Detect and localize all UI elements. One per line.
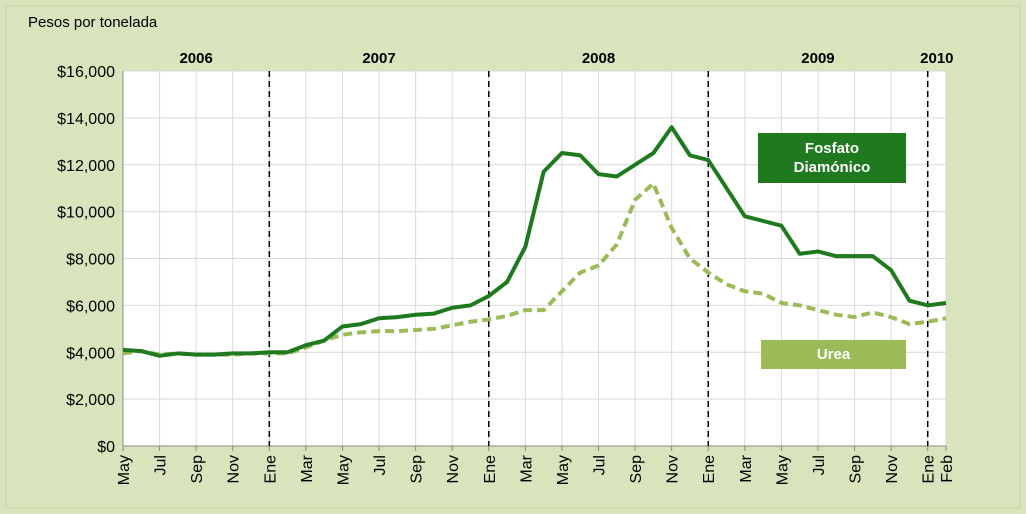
y-tick-label: $6,000 xyxy=(66,298,115,315)
y-tick-label: $10,000 xyxy=(57,205,115,222)
x-tick-label: Jul xyxy=(372,455,389,475)
x-tick-label: Sep xyxy=(628,455,645,484)
x-tick-label: May xyxy=(335,455,352,485)
series-line xyxy=(122,125,947,358)
x-tick-label: Mar xyxy=(518,454,535,482)
x-tick-label: Jul xyxy=(592,455,609,475)
year-label: 2010 xyxy=(920,50,953,67)
x-tick-label: Sep xyxy=(189,455,206,484)
series-line xyxy=(122,181,947,357)
x-tick-label: Ene xyxy=(701,455,718,484)
year-label: 2006 xyxy=(179,50,212,67)
y-tick-label: $2,000 xyxy=(66,392,115,409)
axis-title: Pesos por tonelada xyxy=(28,14,158,31)
y-tick-label: $14,000 xyxy=(57,111,115,128)
x-tick-label: Nov xyxy=(884,455,901,483)
x-tick-label: Mar xyxy=(738,454,755,482)
legend-entry: Fosfato Diamónico xyxy=(758,133,906,183)
x-tick-label: Jul xyxy=(153,455,170,475)
x-tick-label: Jul xyxy=(811,455,828,475)
x-tick-label: Sep xyxy=(848,455,865,484)
year-label: 2009 xyxy=(801,50,834,67)
y-tick-label: $12,000 xyxy=(57,158,115,175)
x-tick-label: Ene xyxy=(482,455,499,484)
year-label: 2007 xyxy=(362,50,395,67)
y-tick-label: $0 xyxy=(97,439,115,456)
x-tick-label: Nov xyxy=(665,455,682,483)
y-tick-label: $4,000 xyxy=(66,345,115,362)
x-tick-label: May xyxy=(555,455,572,485)
x-tick-label: Nov xyxy=(445,455,462,483)
frame xyxy=(5,5,1021,509)
x-tick-label: May xyxy=(116,455,133,485)
x-tick-label: May xyxy=(774,455,791,485)
y-tick-label: $8,000 xyxy=(66,252,115,269)
legend-entry: Urea xyxy=(761,340,906,369)
x-tick-label: Sep xyxy=(409,455,426,484)
x-tick-label: Mar xyxy=(299,454,316,482)
year-label: 2008 xyxy=(582,50,615,67)
x-tick-label: Ene xyxy=(262,455,279,484)
y-tick-label: $16,000 xyxy=(57,64,115,81)
x-tick-label: Ene xyxy=(921,455,938,484)
x-tick-label: Nov xyxy=(226,455,243,483)
x-tick-label: Feb xyxy=(939,455,956,483)
